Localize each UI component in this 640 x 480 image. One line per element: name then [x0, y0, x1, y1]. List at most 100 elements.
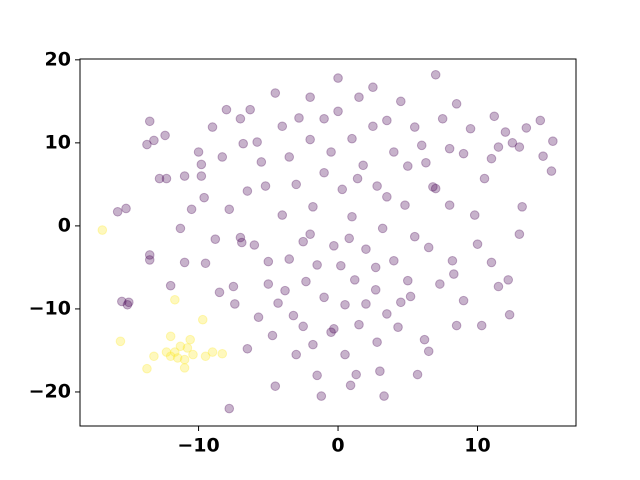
point — [196, 171, 207, 181]
point — [493, 281, 504, 292]
point — [435, 279, 445, 289]
point — [175, 341, 186, 352]
point — [263, 279, 274, 289]
point — [358, 160, 368, 171]
point — [409, 122, 420, 132]
point — [336, 260, 346, 271]
point — [149, 135, 159, 146]
point — [144, 255, 155, 265]
point — [354, 92, 364, 102]
point — [235, 113, 246, 124]
point — [333, 106, 343, 117]
point — [112, 206, 123, 217]
point — [207, 347, 218, 357]
point — [382, 115, 392, 126]
point — [165, 331, 176, 342]
point — [514, 142, 525, 152]
point — [382, 309, 392, 319]
point — [500, 127, 511, 137]
point — [193, 147, 204, 157]
point — [476, 320, 487, 331]
point — [200, 351, 211, 362]
point — [447, 255, 458, 266]
point — [97, 225, 108, 235]
point — [469, 210, 480, 220]
point — [368, 121, 378, 132]
point — [451, 320, 462, 331]
point — [256, 157, 267, 167]
point — [517, 201, 527, 212]
point — [298, 321, 308, 332]
point — [372, 337, 382, 347]
point — [207, 122, 218, 132]
point — [185, 334, 195, 345]
point — [170, 294, 180, 305]
point — [396, 297, 406, 308]
point — [361, 299, 371, 309]
y-tick-label: −10 — [29, 297, 71, 319]
point — [188, 349, 198, 360]
point — [179, 257, 190, 268]
point — [197, 314, 208, 325]
point — [458, 295, 469, 306]
point — [430, 69, 441, 80]
point — [228, 281, 239, 292]
point — [379, 391, 389, 401]
point — [298, 236, 308, 247]
point — [117, 296, 127, 307]
point — [214, 287, 225, 298]
point — [273, 298, 283, 308]
point — [493, 142, 504, 152]
point — [200, 258, 211, 269]
point — [270, 381, 281, 391]
point — [249, 240, 260, 250]
point — [199, 192, 209, 203]
point — [428, 182, 438, 192]
plot-frame — [79, 58, 577, 427]
point — [186, 204, 197, 215]
point — [161, 173, 172, 184]
point — [124, 297, 134, 308]
point — [354, 319, 364, 330]
point — [370, 262, 381, 273]
point — [217, 348, 228, 359]
point — [370, 285, 381, 295]
point — [142, 363, 152, 374]
point — [284, 254, 295, 264]
point — [329, 241, 339, 251]
point — [144, 116, 155, 127]
point — [489, 111, 500, 122]
point — [179, 363, 190, 373]
point — [121, 203, 131, 214]
point — [326, 327, 336, 337]
point — [305, 229, 315, 239]
point — [179, 171, 190, 181]
point — [175, 223, 186, 234]
point — [465, 123, 476, 134]
point — [294, 113, 304, 123]
point — [242, 186, 253, 196]
point — [260, 181, 271, 191]
point — [349, 275, 360, 285]
point — [437, 113, 448, 124]
point — [312, 260, 322, 270]
point — [409, 231, 420, 242]
point — [224, 403, 235, 414]
point — [284, 152, 295, 162]
point — [419, 334, 430, 345]
point — [305, 134, 315, 145]
point — [291, 349, 301, 360]
y-tick-label: 0 — [58, 214, 71, 236]
point — [179, 354, 190, 365]
point — [423, 346, 434, 357]
point — [122, 299, 133, 310]
point — [352, 173, 363, 184]
point — [161, 347, 172, 357]
point — [361, 244, 371, 254]
point — [548, 136, 558, 147]
point — [345, 380, 356, 391]
point — [444, 143, 455, 154]
point — [503, 275, 514, 285]
point — [421, 157, 431, 168]
